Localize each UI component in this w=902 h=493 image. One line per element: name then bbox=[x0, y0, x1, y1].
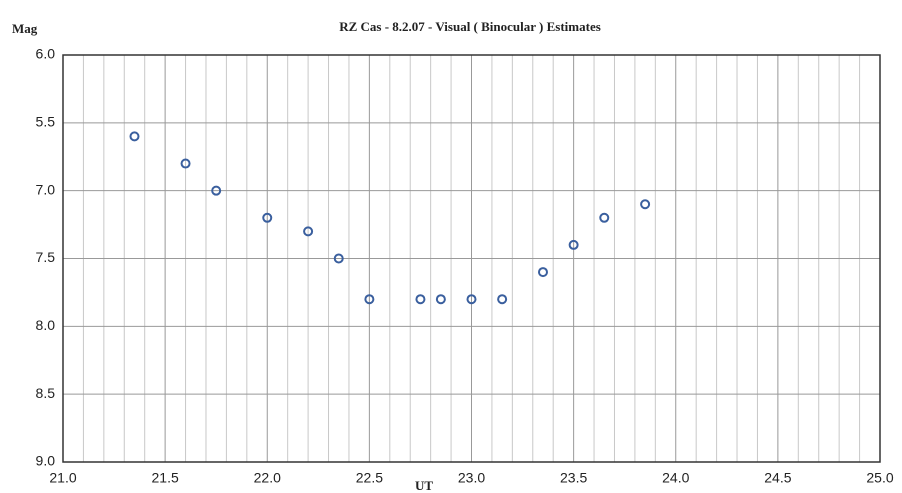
point bbox=[303, 226, 314, 237]
y-tick-label: 6.0 bbox=[36, 46, 56, 62]
point bbox=[415, 294, 426, 305]
point bbox=[435, 294, 446, 305]
chart-title: RZ Cas - 8.2.07 - Visual ( Binocular ) E… bbox=[339, 19, 601, 34]
point bbox=[364, 294, 375, 305]
y-axis-label: Mag bbox=[12, 21, 38, 36]
point bbox=[262, 212, 273, 223]
x-tick-label: 23.5 bbox=[560, 470, 587, 486]
x-tick-label: 21.5 bbox=[152, 470, 179, 486]
x-tick-label: 25.0 bbox=[866, 470, 893, 486]
point bbox=[466, 294, 477, 305]
y-tick-label: 8.0 bbox=[36, 317, 56, 333]
point bbox=[129, 131, 140, 142]
x-tick-label: 22.5 bbox=[356, 470, 383, 486]
point bbox=[568, 239, 579, 250]
x-tick-label: 24.0 bbox=[662, 470, 689, 486]
point bbox=[333, 253, 344, 264]
plot-frame bbox=[62, 54, 881, 463]
y-tick-label: 7.5 bbox=[36, 249, 56, 265]
y-tick-label: 5.5 bbox=[36, 114, 56, 130]
point bbox=[180, 158, 191, 169]
point bbox=[211, 185, 222, 196]
y-tick-label: 9.0 bbox=[36, 453, 56, 469]
x-tick-label: 21.0 bbox=[49, 470, 76, 486]
y-tick-label: 8.5 bbox=[36, 385, 56, 401]
x-axis-label: UT bbox=[415, 478, 433, 493]
point bbox=[497, 294, 508, 305]
x-tick-label: 22.0 bbox=[254, 470, 281, 486]
point bbox=[537, 267, 548, 278]
point bbox=[640, 199, 651, 210]
x-tick-label: 24.5 bbox=[764, 470, 791, 486]
x-tick-label: 23.0 bbox=[458, 470, 485, 486]
y-tick-label: 7.0 bbox=[36, 181, 56, 197]
point bbox=[599, 212, 610, 223]
